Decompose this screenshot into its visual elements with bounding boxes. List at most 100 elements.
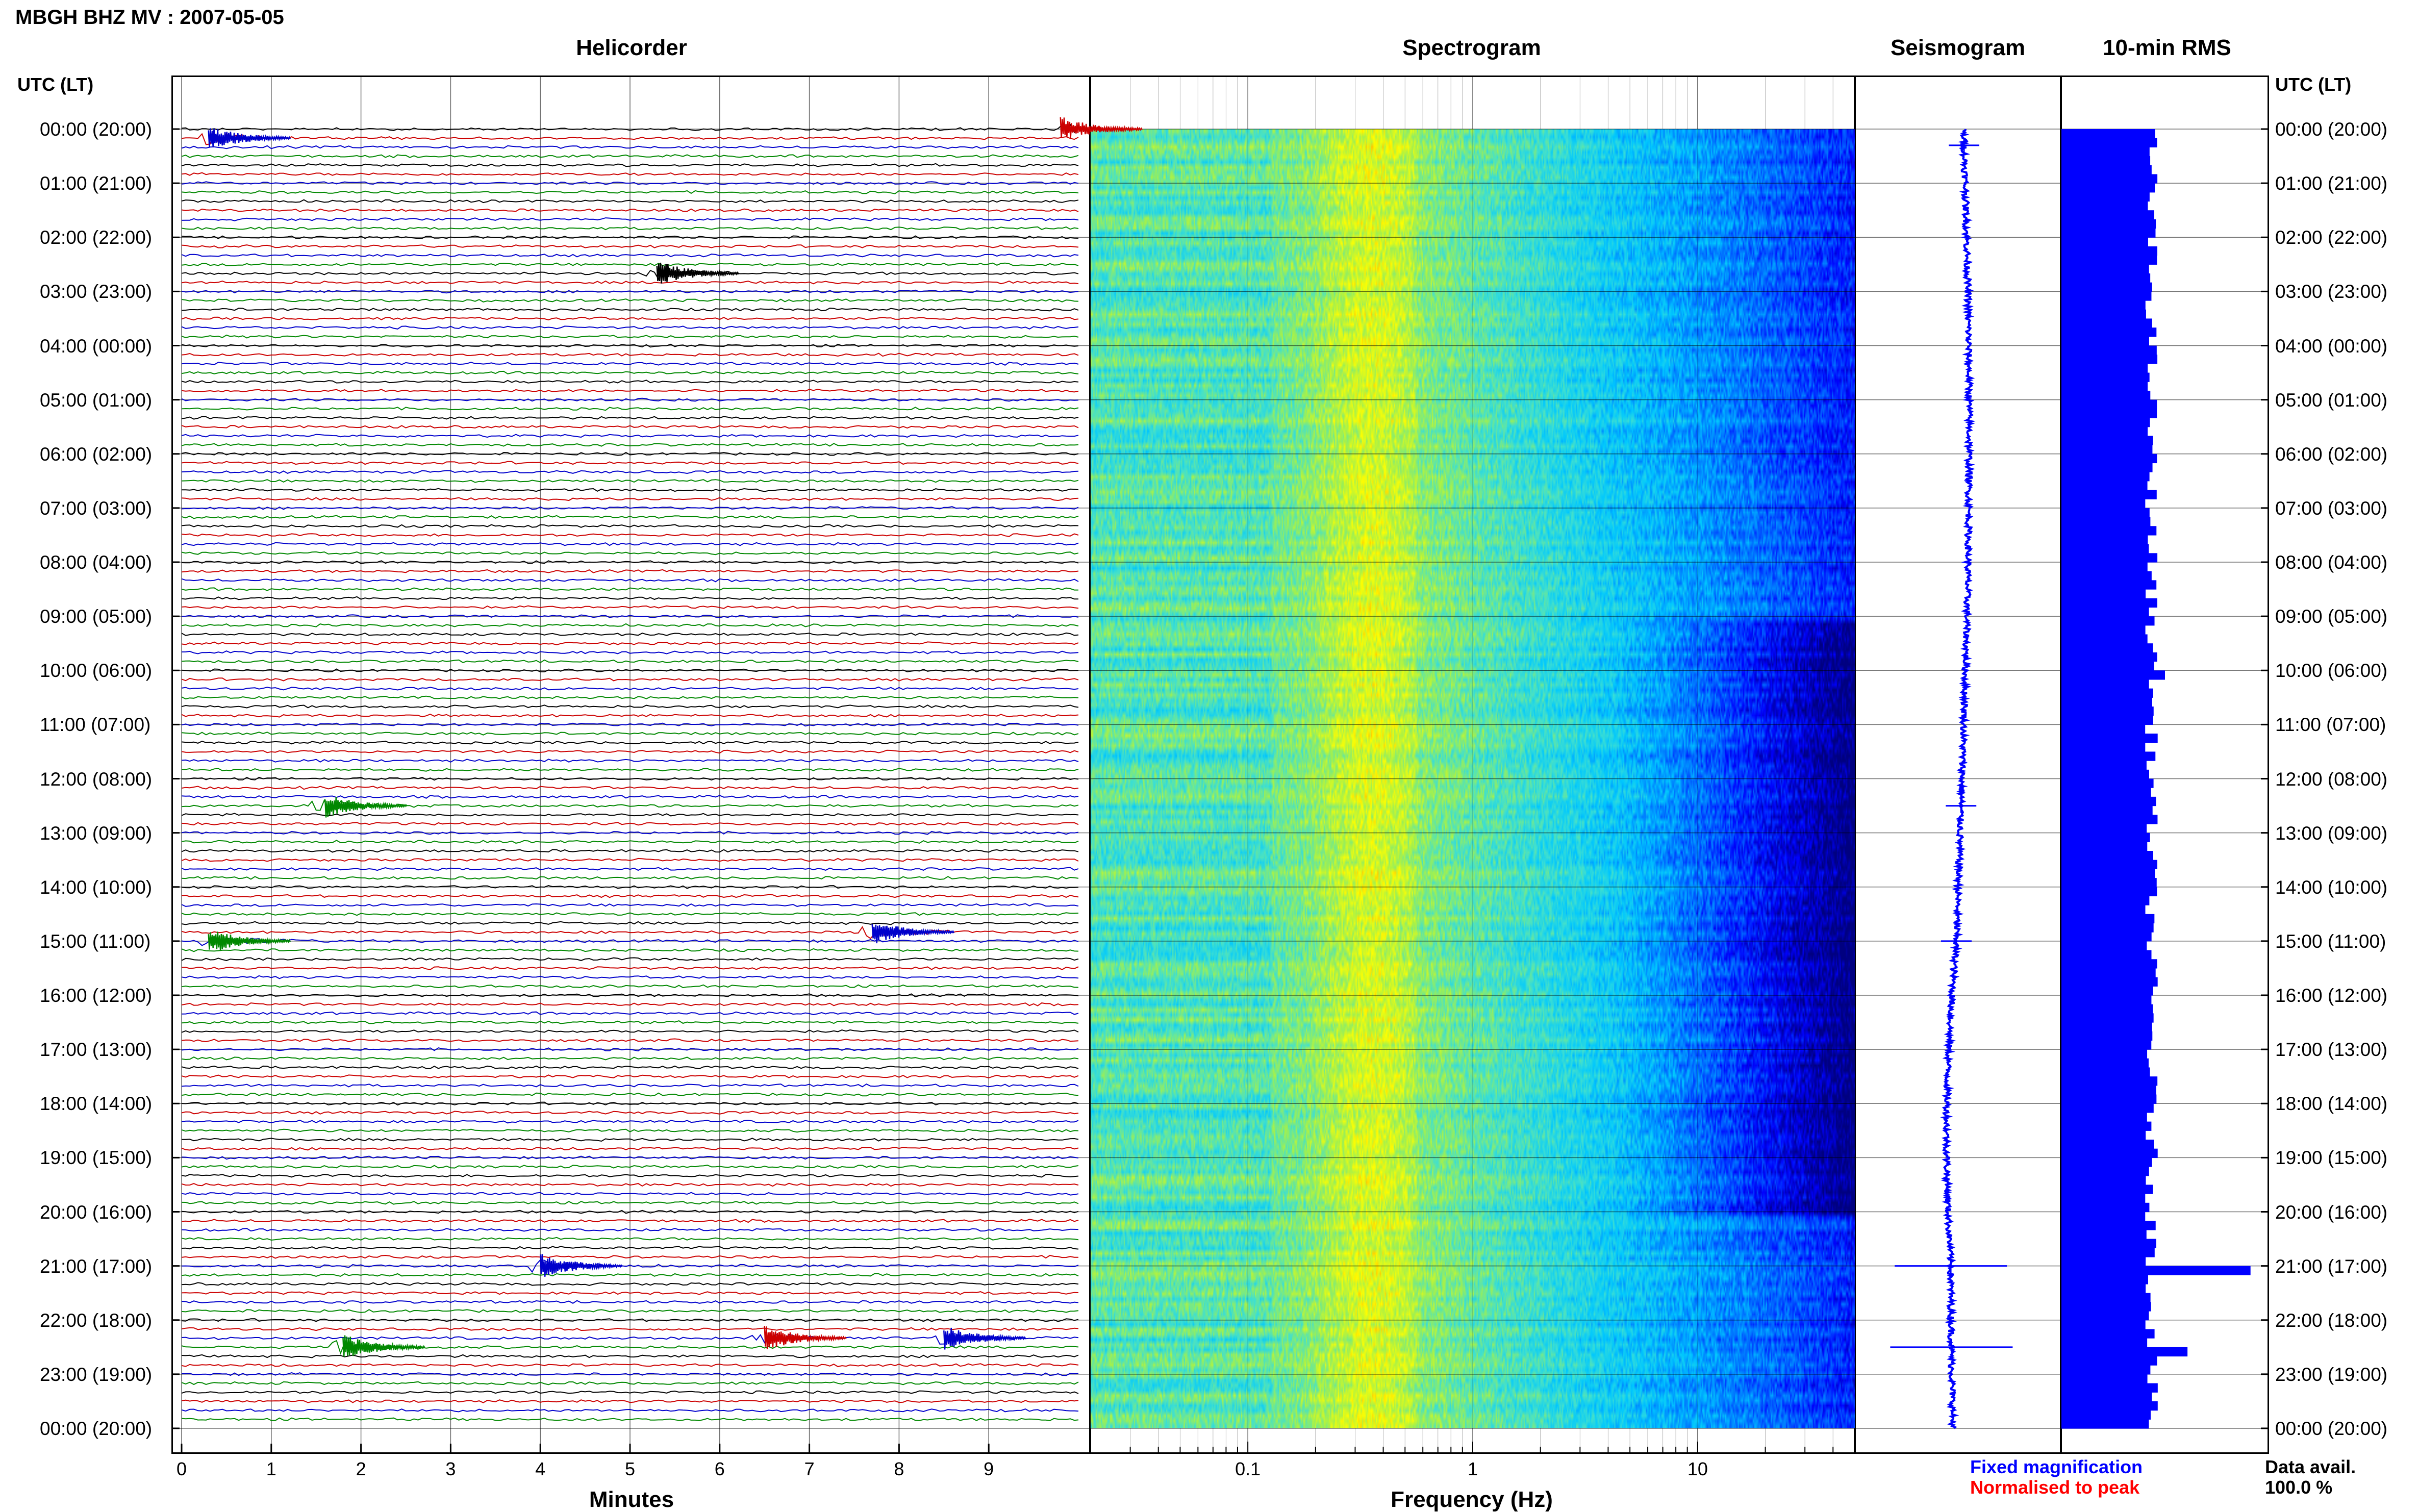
rms-bar: [2061, 210, 2154, 220]
rms-bar: [2061, 1167, 2149, 1176]
legend-fixed-magnification: Fixed magnification: [1970, 1456, 2143, 1477]
helicorder-trace: [181, 217, 1079, 221]
rms-bar: [2061, 1401, 2158, 1411]
helicorder-trace: [181, 208, 1079, 212]
time-label-right: 14:00 (10:00): [2275, 876, 2388, 898]
rms-bar: [2061, 273, 2151, 283]
helicorder-trace: [181, 1119, 1079, 1124]
rms-bar: [2061, 986, 2153, 996]
rms-bar: [2061, 309, 2146, 319]
helicorder-trace: [181, 1173, 1079, 1178]
helicorder-trace: [181, 1138, 1079, 1142]
helicorder-trace: [181, 154, 1079, 159]
rms-bar: [2061, 255, 2157, 265]
rms-bar: [2061, 815, 2158, 824]
rms-bar: [2061, 390, 2151, 400]
helicorder-trace: [181, 894, 1079, 898]
rms-bar: [2061, 1202, 2150, 1213]
rms-bar: [2061, 535, 2148, 545]
time-label-right: 22:00 (18:00): [2275, 1309, 2388, 1331]
rms-bar: [2061, 580, 2157, 590]
helicorder-trace: [181, 1038, 1079, 1043]
time-label-left: 21:00 (17:00): [40, 1255, 153, 1277]
data-availability-label: Data avail.: [2265, 1456, 2356, 1477]
rms-bar: [2061, 995, 2152, 1005]
helicorder-trace: [181, 1155, 1079, 1160]
helicorder-event: [208, 128, 291, 148]
helicorder-event: [539, 1254, 623, 1277]
helicorder-trace: [181, 1228, 1079, 1232]
utc-lt-label-right: UTC (LT): [2275, 74, 2352, 95]
time-label-right: 19:00 (15:00): [2275, 1147, 2388, 1169]
rms-bar: [2061, 156, 2151, 166]
time-label-right: 04:00 (00:00): [2275, 335, 2388, 357]
rms-bar: [2061, 805, 2153, 815]
rms-bar: [2061, 571, 2152, 581]
helicorder-trace: [181, 1111, 1079, 1115]
rms-bar: [2061, 399, 2157, 409]
rms-bar: [2061, 968, 2156, 978]
helicorder-trace: [181, 659, 1079, 664]
rms-bar: [2061, 1256, 2146, 1267]
rms-bar: [2061, 499, 2146, 509]
time-label-left: 20:00 (16:00): [40, 1201, 153, 1223]
helicorder-trace: [181, 163, 1079, 167]
helicorder-trace: [181, 1291, 1079, 1295]
helicorder-trace: [181, 1074, 1079, 1079]
rms-bar: [2061, 734, 2158, 743]
helicorder-trace: [181, 1309, 1079, 1313]
helicorder-trace: [181, 307, 1079, 312]
helicorder-trace: [181, 1219, 1079, 1223]
minute-tick-label: 1: [266, 1458, 276, 1479]
freq-tick-label: 1: [1467, 1458, 1478, 1479]
rms-bar: [2061, 652, 2157, 662]
time-label-left: 08:00 (04:00): [40, 552, 153, 573]
helicorder-trace: [181, 1165, 1079, 1169]
time-label-right: 08:00 (04:00): [2275, 552, 2388, 573]
time-label-left: 01:00 (21:00): [40, 173, 153, 194]
helicorder-trace: [181, 1246, 1079, 1250]
time-label-right: 05:00 (01:00): [2275, 389, 2388, 411]
rms-bar: [2061, 1338, 2148, 1348]
rms-bar: [2061, 327, 2157, 337]
helicorder-trace: [181, 1201, 1079, 1205]
helicorder-trace: [181, 740, 1079, 745]
time-label-left: 15:00 (11:00): [40, 930, 151, 952]
seismogram-trace: [1890, 129, 2013, 1429]
helicorder-trace: [181, 849, 1079, 853]
rms-bar: [2061, 1239, 2156, 1248]
helicorder-trace: [181, 768, 1079, 772]
helicorder-trace: [181, 975, 1079, 979]
helicorder-trace: [181, 957, 1079, 962]
rms-bar: [2061, 607, 2149, 617]
helicorder-trace: [181, 1065, 1079, 1070]
rms-bar: [2061, 300, 2146, 310]
rms-bar: [2061, 724, 2146, 734]
rms-bar: [2061, 589, 2146, 599]
helicorder-trace: [181, 1237, 1079, 1241]
rms-bar: [2061, 165, 2152, 175]
data-availability-value: 100.0 %: [2265, 1477, 2333, 1498]
helicorder-trace: [181, 677, 1079, 682]
rms-bar: [2061, 562, 2148, 572]
time-label-left: 10:00 (06:00): [40, 660, 153, 682]
helicorder-event: [871, 924, 955, 944]
time-label-right: 00:00 (20:00): [2275, 119, 2388, 140]
rms-bar: [2061, 878, 2157, 888]
seismogram-spike: [1946, 798, 1977, 813]
rms-bar: [2061, 679, 2149, 689]
minute-tick-label: 7: [804, 1458, 815, 1479]
time-label-left: 05:00 (01:00): [40, 389, 153, 411]
helicorder-trace: [181, 605, 1079, 609]
helicorder-trace: [181, 145, 1079, 149]
rms-header: 10-min RMS: [2103, 35, 2231, 60]
rms-bar: [2061, 769, 2149, 779]
rms-bar: [2061, 228, 2156, 238]
helicorder-trace: [181, 298, 1079, 303]
helicorder-trace: [181, 551, 1079, 556]
helicorder-trace: [181, 131, 1079, 145]
helicorder-trace: [181, 235, 1079, 240]
helicorder-trace: [181, 936, 1079, 946]
minute-tick-label: 5: [624, 1458, 636, 1479]
helicorder-trace: [181, 587, 1078, 591]
